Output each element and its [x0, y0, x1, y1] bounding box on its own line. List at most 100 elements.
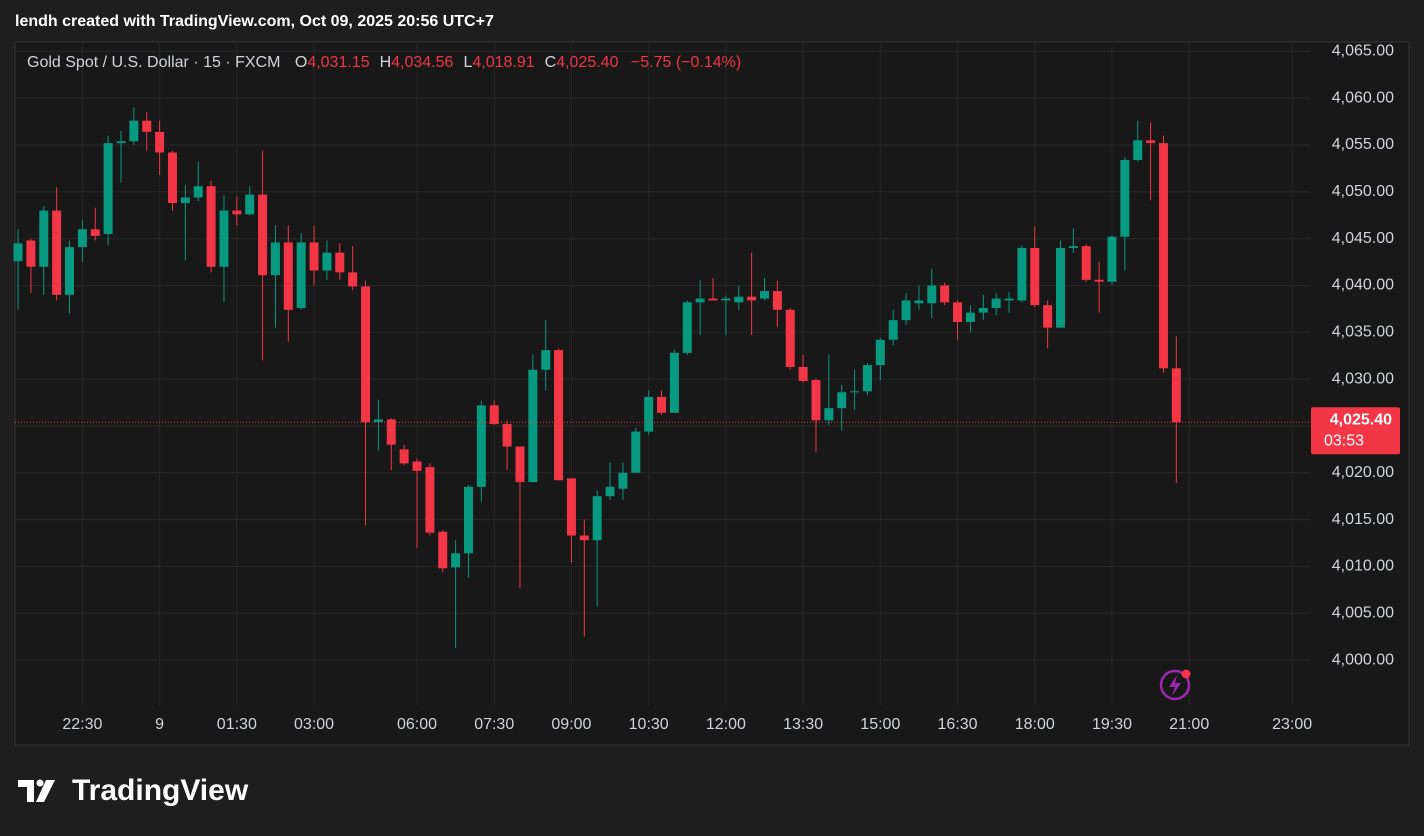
x-tick-label: 10:30	[629, 716, 669, 733]
x-tick-label: 12:00	[706, 716, 746, 733]
candle-body	[425, 467, 435, 533]
x-tick-label: 06:00	[397, 716, 437, 733]
candle-body	[129, 120, 139, 142]
candle-body	[65, 247, 75, 295]
candle-body	[1107, 236, 1117, 282]
change: −5.75 (−0.14%)	[630, 54, 742, 71]
x-tick-label: 21:00	[1169, 716, 1209, 733]
candle-body	[824, 408, 834, 421]
candle-body	[476, 405, 486, 487]
ohlc-value: 4,034.56	[391, 54, 454, 71]
candle-body	[1004, 298, 1014, 301]
symbol: Gold Spot / U.S. Dollar · 15 · FXCM	[27, 54, 281, 71]
candle-body	[77, 229, 87, 248]
candle-body	[657, 396, 667, 413]
ohlc-label: L	[463, 54, 473, 71]
attribution: lendh created with TradingView.com, Oct …	[15, 13, 494, 30]
y-tick-label: 4,010.00	[1332, 558, 1394, 575]
y-tick-label: 4,040.00	[1332, 277, 1394, 294]
y-tick-label: 4,045.00	[1332, 230, 1394, 247]
candle-body	[90, 229, 100, 236]
x-tick-label: 18:00	[1015, 716, 1055, 733]
candle-body	[373, 419, 383, 423]
candle-body	[811, 380, 821, 421]
brand-logo: TradingView	[18, 774, 249, 807]
candle-body	[734, 296, 744, 303]
candle-body	[644, 396, 654, 432]
y-tick-label: 4,050.00	[1332, 183, 1394, 200]
ohlc-label: O	[294, 54, 308, 71]
candle-body	[232, 210, 242, 215]
candle-body	[515, 446, 525, 483]
chart-frame	[14, 41, 1410, 746]
x-tick-label: 15:00	[860, 716, 900, 733]
y-tick-label: 4,020.00	[1332, 464, 1394, 481]
candle-body	[502, 424, 512, 447]
candle-body	[759, 291, 769, 299]
candle-body	[772, 291, 782, 310]
candle-body	[270, 242, 280, 276]
ohlc: O4,031.15 H4,034.56 L4,018.91 C4,025.40	[285, 54, 619, 71]
candle-body	[695, 298, 705, 303]
x-tick-label: 09:00	[551, 716, 591, 733]
candle-body	[1043, 305, 1053, 328]
ohlc-value: 4,031.15	[307, 54, 370, 71]
candle-body	[451, 553, 461, 568]
candle-body	[708, 298, 718, 301]
candle-body	[605, 486, 615, 497]
candle-body	[618, 472, 628, 489]
x-tick-label: 07:30	[474, 716, 514, 733]
candle-body	[142, 120, 152, 132]
x-tick-label: 19:30	[1092, 716, 1132, 733]
candle-body	[785, 309, 795, 367]
candle-body	[721, 298, 731, 301]
candle-body	[631, 431, 641, 473]
x-tick-label: 16:30	[938, 716, 978, 733]
ohlc-value: 4,025.40	[556, 54, 619, 71]
candle-body	[579, 535, 589, 541]
countdown: 03:53	[1324, 432, 1364, 449]
candle-body	[875, 339, 885, 366]
candle-body	[747, 296, 757, 301]
candle-body	[798, 366, 808, 381]
candle-body	[978, 307, 988, 313]
candle-body	[463, 486, 473, 554]
candle-body	[180, 197, 190, 204]
candle-body	[554, 350, 564, 481]
candle-body	[296, 242, 306, 308]
brand: TradingView	[72, 774, 249, 807]
candle-body	[541, 350, 551, 370]
candle-body	[361, 286, 371, 423]
candle-body	[322, 252, 332, 271]
candle-body	[438, 531, 448, 569]
y-tick-label: 4,000.00	[1332, 651, 1394, 668]
candle-body	[52, 210, 62, 295]
candles	[13, 107, 1181, 648]
price-badge	[1311, 407, 1400, 455]
candle-body	[1068, 246, 1078, 249]
x-tick-label: 01:30	[217, 716, 257, 733]
candle-body	[309, 242, 319, 271]
candle-body	[1158, 143, 1168, 369]
candle-body	[682, 302, 692, 353]
candle-body	[348, 272, 358, 287]
candle-body	[901, 300, 911, 321]
candle-body	[1094, 279, 1104, 282]
candle-body	[1146, 140, 1156, 144]
candle-body	[103, 143, 113, 234]
y-tick-label: 4,005.00	[1332, 604, 1394, 621]
candle-body	[927, 285, 937, 304]
candle-body	[167, 152, 177, 204]
candle-body	[566, 478, 576, 536]
y-tick-label: 4,035.00	[1332, 324, 1394, 341]
y-tick-label: 4,055.00	[1332, 136, 1394, 153]
x-tick-label: 13:30	[783, 716, 823, 733]
candle-body	[669, 352, 679, 413]
candle-body	[1030, 248, 1040, 306]
candle-body	[1133, 140, 1143, 160]
y-tick-label: 4,030.00	[1332, 370, 1394, 387]
y-tick-label: 4,065.00	[1332, 43, 1394, 60]
candle-body	[116, 141, 126, 144]
candle-body	[888, 320, 898, 340]
